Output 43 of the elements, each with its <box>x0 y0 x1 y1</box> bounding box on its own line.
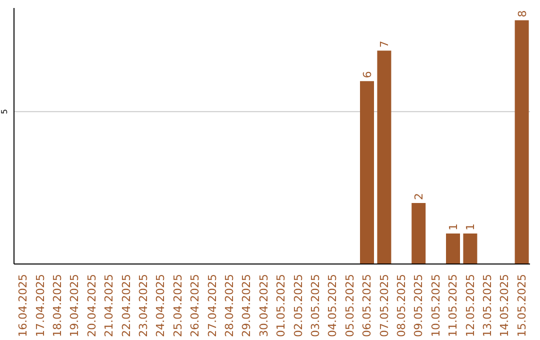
x-tick-label: 17.04.2025 <box>34 274 47 337</box>
bar <box>360 81 374 264</box>
bar <box>514 20 529 264</box>
x-tick-label: 08.05.2025 <box>395 274 408 337</box>
x-tick-label: 28.04.2025 <box>223 274 236 337</box>
x-tick-label: 26.04.2025 <box>188 274 202 337</box>
bar <box>412 203 426 264</box>
x-tick-label: 29.04.2025 <box>240 274 254 337</box>
x-tick-label: 04.05.2025 <box>326 274 340 337</box>
x-tick-label: 11.05.2025 <box>446 274 460 337</box>
x-tick-label: 24.04.2025 <box>154 274 168 337</box>
data-label: 2 <box>412 193 426 200</box>
x-tick-label: 21.04.2025 <box>102 274 116 337</box>
bar <box>377 50 392 264</box>
data-label: 6 <box>361 71 374 78</box>
x-tick-label: 16.04.2025 <box>16 274 30 337</box>
x-tick-label: 22.04.2025 <box>120 274 133 337</box>
x-tick-label: 09.05.2025 <box>412 274 426 337</box>
x-tick-label: 18.04.2025 <box>51 274 64 337</box>
data-label: 8 <box>516 10 529 18</box>
x-tick-label: 01.05.2025 <box>274 274 288 337</box>
bar <box>463 234 478 264</box>
data-label: 7 <box>378 40 392 48</box>
x-tick-label: 27.04.2025 <box>206 274 219 337</box>
x-tick-label: 02.05.2025 <box>292 274 305 337</box>
x-tick-label: 30.04.2025 <box>257 274 270 337</box>
x-tick-label: 13.05.2025 <box>481 274 494 337</box>
x-tick-label: 25.04.2025 <box>171 274 184 337</box>
bar <box>446 234 460 264</box>
x-tick-label: 06.05.2025 <box>360 274 374 337</box>
y-tick-label: 5 <box>0 109 9 114</box>
x-tick-label: 14.05.2025 <box>498 274 512 337</box>
x-tick-label: 19.04.2025 <box>68 274 82 337</box>
x-tick-label: 03.05.2025 <box>309 274 322 337</box>
x-tick-label: 23.04.2025 <box>137 274 150 337</box>
x-tick-label: 15.05.2025 <box>515 274 528 337</box>
data-label: 1 <box>464 224 478 231</box>
x-tick-label: 20.04.2025 <box>85 274 98 337</box>
x-tick-label: 12.05.2025 <box>464 274 477 337</box>
x-tick-label: 07.05.2025 <box>378 274 391 337</box>
x-tick-label: 05.05.2025 <box>343 274 356 337</box>
data-label: 1 <box>447 224 460 231</box>
x-tick-label: 10.05.2025 <box>429 274 442 337</box>
